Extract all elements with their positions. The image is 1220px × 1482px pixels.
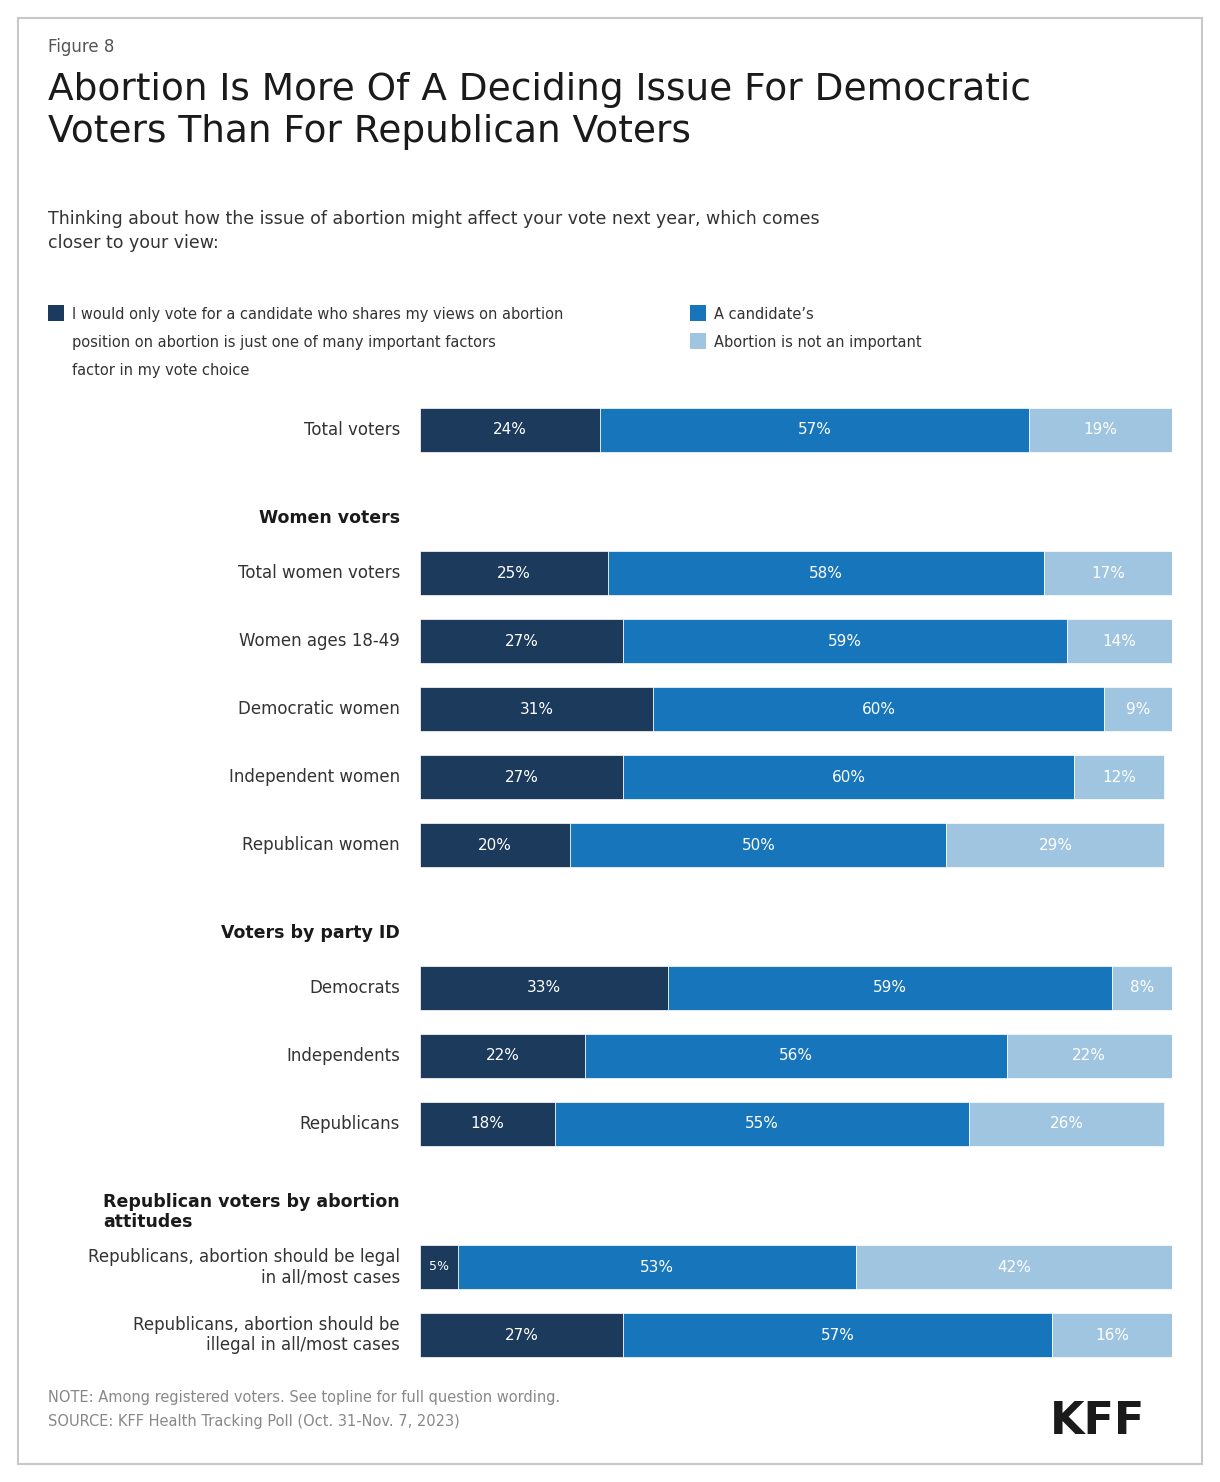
- Text: Democrats: Democrats: [309, 980, 400, 997]
- Bar: [623, 619, 1066, 662]
- Text: 60%: 60%: [832, 769, 866, 784]
- Text: Figure 8: Figure 8: [48, 39, 115, 56]
- Text: Women voters: Women voters: [259, 508, 400, 528]
- Text: 16%: 16%: [1094, 1328, 1128, 1343]
- Bar: [623, 756, 1075, 799]
- Bar: [420, 551, 608, 594]
- Text: 26%: 26%: [1049, 1116, 1083, 1131]
- Text: I would only vote for a candidate who shares my views on abortion: I would only vote for a candidate who sh…: [72, 307, 564, 322]
- Text: 31%: 31%: [520, 701, 554, 716]
- Text: 59%: 59%: [874, 981, 906, 996]
- Bar: [600, 409, 1030, 452]
- Text: 22%: 22%: [486, 1048, 520, 1064]
- Text: Women ages 18-49: Women ages 18-49: [239, 631, 400, 651]
- Bar: [669, 966, 1111, 1009]
- Bar: [420, 1313, 623, 1356]
- Bar: [420, 619, 623, 662]
- Text: Republican voters by abortion
attitudes: Republican voters by abortion attitudes: [104, 1193, 400, 1232]
- Bar: [623, 1313, 1052, 1356]
- Text: 18%: 18%: [471, 1116, 505, 1131]
- Text: Republicans, abortion should be
illegal in all/most cases: Republicans, abortion should be illegal …: [133, 1316, 400, 1355]
- Text: 27%: 27%: [505, 633, 538, 649]
- Bar: [1052, 1313, 1172, 1356]
- Text: 50%: 50%: [742, 837, 776, 852]
- Text: Total voters: Total voters: [304, 421, 400, 439]
- Text: 12%: 12%: [1103, 769, 1136, 784]
- Text: position on abortion is just one of many important factors: position on abortion is just one of many…: [72, 335, 495, 350]
- Text: 57%: 57%: [820, 1328, 854, 1343]
- Text: Independents: Independents: [287, 1046, 400, 1066]
- Bar: [420, 756, 623, 799]
- Text: 57%: 57%: [798, 422, 832, 437]
- Text: Republicans, abortion should be legal
in all/most cases: Republicans, abortion should be legal in…: [88, 1248, 400, 1286]
- Bar: [1075, 756, 1164, 799]
- Bar: [1006, 1034, 1172, 1077]
- Bar: [1030, 409, 1172, 452]
- Text: 58%: 58%: [809, 566, 843, 581]
- Text: Thinking about how the issue of abortion might affect your vote next year, which: Thinking about how the issue of abortion…: [48, 210, 820, 252]
- Text: 59%: 59%: [828, 633, 861, 649]
- Bar: [1104, 688, 1172, 731]
- Bar: [691, 305, 706, 322]
- Bar: [856, 1245, 1172, 1289]
- Text: Total women voters: Total women voters: [238, 565, 400, 582]
- Bar: [653, 688, 1104, 731]
- Bar: [586, 1034, 1006, 1077]
- Text: 25%: 25%: [497, 566, 531, 581]
- Text: Democratic women: Democratic women: [238, 700, 400, 717]
- Bar: [420, 1034, 586, 1077]
- Text: 5%: 5%: [428, 1261, 449, 1273]
- Text: 29%: 29%: [1038, 837, 1072, 852]
- Text: 24%: 24%: [493, 422, 527, 437]
- Text: 42%: 42%: [997, 1260, 1031, 1275]
- Bar: [608, 551, 1044, 594]
- Bar: [947, 824, 1164, 867]
- Text: Republicans: Republicans: [300, 1114, 400, 1134]
- Text: 17%: 17%: [1091, 566, 1125, 581]
- Bar: [969, 1103, 1164, 1146]
- Bar: [1111, 966, 1172, 1009]
- Text: Independent women: Independent women: [229, 768, 400, 785]
- Text: Abortion is not an important: Abortion is not an important: [714, 335, 921, 350]
- Text: Abortion Is More Of A Deciding Issue For Democratic
Voters Than For Republican V: Abortion Is More Of A Deciding Issue For…: [48, 73, 1031, 150]
- Text: Voters by party ID: Voters by party ID: [221, 923, 400, 943]
- Text: SOURCE: KFF Health Tracking Poll (Oct. 31-Nov. 7, 2023): SOURCE: KFF Health Tracking Poll (Oct. 3…: [48, 1414, 460, 1429]
- Bar: [420, 688, 653, 731]
- Bar: [691, 333, 706, 348]
- Bar: [420, 1103, 555, 1146]
- Bar: [555, 1103, 969, 1146]
- Text: 22%: 22%: [1072, 1048, 1107, 1064]
- Text: 9%: 9%: [1126, 701, 1150, 716]
- Text: 14%: 14%: [1103, 633, 1136, 649]
- Text: 27%: 27%: [505, 1328, 538, 1343]
- Text: 19%: 19%: [1083, 422, 1118, 437]
- Bar: [48, 305, 63, 322]
- Bar: [1066, 619, 1172, 662]
- Text: Republican women: Republican women: [243, 836, 400, 854]
- Bar: [420, 824, 571, 867]
- Text: 53%: 53%: [639, 1260, 673, 1275]
- Bar: [420, 409, 600, 452]
- Bar: [571, 824, 947, 867]
- Text: KFF: KFF: [1050, 1400, 1146, 1443]
- Text: NOTE: Among registered voters. See topline for full question wording.: NOTE: Among registered voters. See topli…: [48, 1390, 560, 1405]
- Bar: [1044, 551, 1172, 594]
- Text: 27%: 27%: [505, 769, 538, 784]
- Text: 60%: 60%: [861, 701, 895, 716]
- Text: 20%: 20%: [478, 837, 512, 852]
- Bar: [420, 966, 669, 1009]
- Bar: [458, 1245, 856, 1289]
- Text: A candidate’s: A candidate’s: [714, 307, 814, 322]
- Text: 55%: 55%: [745, 1116, 780, 1131]
- Text: 8%: 8%: [1130, 981, 1154, 996]
- Text: 33%: 33%: [527, 981, 561, 996]
- Text: 56%: 56%: [780, 1048, 813, 1064]
- Text: factor in my vote choice: factor in my vote choice: [72, 363, 249, 378]
- Bar: [420, 1245, 458, 1289]
